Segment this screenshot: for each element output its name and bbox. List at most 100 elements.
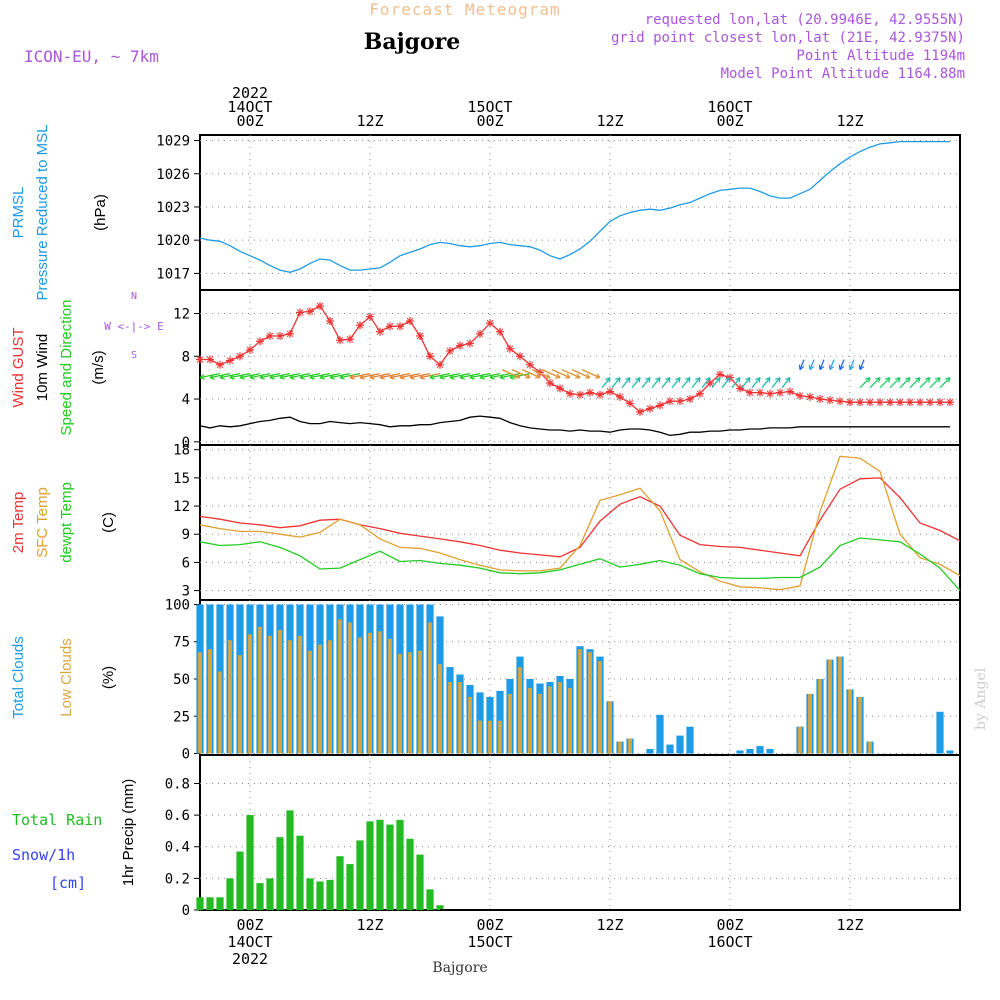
bottom-time-label: 2022	[232, 950, 268, 968]
wind-arrow	[601, 377, 611, 389]
gust-marker	[826, 396, 834, 405]
wind-arrow	[299, 373, 321, 379]
wind-arrow	[419, 373, 441, 379]
wind-arrow-head	[908, 377, 911, 383]
wind-arrow	[859, 359, 865, 370]
wind-arrow	[489, 373, 511, 379]
wind-arrow	[449, 373, 471, 379]
gust-marker-d2	[766, 390, 774, 398]
wind-arrow-head	[608, 377, 611, 383]
gust-marker-d2	[736, 384, 744, 392]
gust-marker-d2	[226, 357, 234, 364]
wind-arrow-head	[828, 364, 831, 370]
gust-marker	[516, 352, 524, 361]
wind-arrow	[399, 373, 421, 379]
bar-total-rain	[426, 889, 434, 910]
wind-arrow-head	[219, 373, 225, 379]
gust-marker	[246, 345, 254, 354]
wind-arrow-head	[576, 373, 581, 379]
bar-low-clouds	[528, 687, 532, 754]
gust-marker	[286, 329, 294, 338]
wind-arrow	[379, 373, 401, 379]
ytick-label: 12	[173, 307, 190, 323]
wind-arrow-head	[419, 373, 425, 379]
wind-arrow	[751, 377, 761, 389]
wind-arrow	[671, 377, 681, 389]
ytick-label: 25	[173, 709, 190, 725]
gust-marker	[626, 399, 634, 408]
wind-arrow-head	[635, 377, 641, 381]
bar-total-clouds	[766, 749, 774, 754]
bar-low-clouds	[488, 720, 492, 754]
wind-arrow-head	[748, 377, 751, 383]
wind-arrow-head	[655, 377, 661, 381]
top-time-label: 16OCT	[707, 98, 752, 116]
wind-arrow-head	[199, 373, 205, 379]
info-line-gridpoint: grid point closest lon,lat (21E, 42.9375…	[611, 30, 965, 46]
wind-arrow	[209, 373, 231, 379]
wind-arrow-head	[628, 377, 631, 383]
wind-arrow	[741, 377, 751, 389]
wind-arrow-head	[359, 377, 365, 380]
bottom-time-label: 14OCT	[227, 933, 272, 951]
wind-arrow-head	[556, 373, 561, 379]
gust-marker	[456, 341, 464, 350]
bar-low-clouds	[228, 640, 232, 754]
ytick-label: 0	[182, 435, 190, 451]
gust-marker-d2	[396, 322, 404, 330]
top-time-label: 12Z	[836, 112, 863, 130]
wind-arrow-head	[209, 373, 215, 379]
bar-low-clouds	[828, 659, 832, 754]
wind-arrow	[869, 377, 881, 389]
bar-total-rain	[266, 878, 274, 910]
bar-low-clouds	[518, 667, 522, 754]
gust-marker	[596, 390, 604, 399]
wind-arrow-head	[439, 377, 445, 380]
gust-marker	[646, 404, 654, 413]
axis-label: Pressure Reduced to MSL	[34, 125, 51, 301]
wind-arrow-head	[509, 377, 515, 380]
wind-arrow-head	[638, 377, 641, 383]
wind-arrow-head	[705, 377, 711, 381]
ytick-label: 100	[165, 597, 190, 613]
gust-marker	[406, 317, 414, 325]
wind-arrow-head	[875, 377, 881, 380]
axis-label: PRMSL	[10, 187, 27, 239]
wind-arrow-head	[479, 377, 485, 380]
gust-marker	[576, 390, 584, 399]
wind-arrow-head	[279, 373, 285, 379]
wind-arrow-head	[859, 366, 865, 371]
gust-marker	[616, 392, 624, 401]
wind-arrow	[521, 369, 541, 379]
wind-arrow	[349, 373, 371, 379]
wind-arrow-head	[339, 377, 345, 380]
wind-arrow-head	[798, 364, 801, 370]
wind-arrow	[899, 377, 911, 389]
gust-marker-d2	[266, 332, 274, 340]
wind-arrow-head	[819, 366, 825, 371]
wind-arrow	[919, 377, 931, 389]
ytick-label: 3	[182, 584, 190, 600]
bar-low-clouds	[428, 622, 432, 754]
wind-arrow-head	[329, 377, 335, 380]
panel-wind: 0 4 8 12 Wind GUST 10m Wind Speed and Directio…	[10, 289, 961, 451]
gust-marker-d2	[476, 330, 484, 338]
bar-low-clouds	[868, 741, 872, 754]
gust-marker-d2	[846, 398, 854, 406]
top-time-label: 00Z	[476, 112, 503, 130]
gust-marker-d2	[786, 388, 794, 395]
wind-arrow-head	[219, 377, 225, 380]
gust-marker	[496, 327, 504, 336]
wind-arrow-head	[249, 373, 255, 379]
gust-marker	[696, 389, 704, 398]
wind-arrow-head	[708, 377, 711, 383]
bar-total-rain	[196, 897, 204, 910]
axis-label: Wind GUST	[10, 327, 27, 407]
axis-label: 1hr Precip (mm)	[120, 779, 137, 887]
bar-total-rain	[236, 851, 244, 910]
wind-arrow-head	[838, 364, 841, 370]
wind-arrow-head	[738, 377, 741, 383]
gust-marker-d2	[826, 396, 834, 404]
wind-arrow	[799, 359, 805, 370]
